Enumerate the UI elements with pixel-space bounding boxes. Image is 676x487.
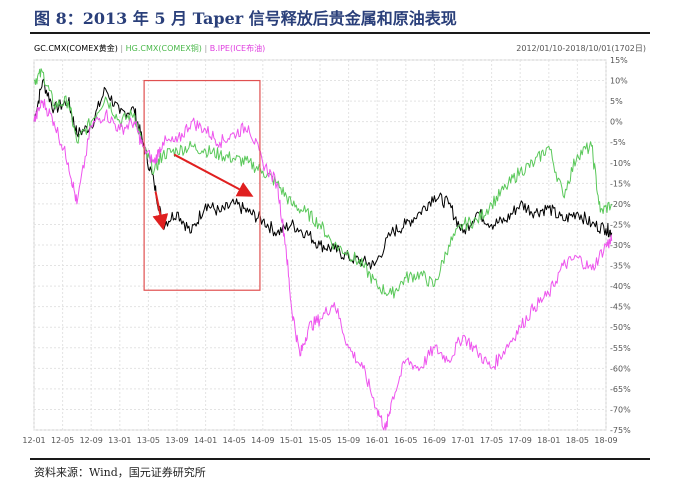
x-tick-label: 14-01	[194, 436, 217, 445]
x-tick-label: 16-05	[394, 436, 417, 445]
y-tick-label: -75%	[610, 426, 631, 435]
y-tick-label: -20%	[610, 200, 631, 209]
title-rule	[30, 32, 650, 34]
y-tick-label: -10%	[610, 159, 631, 168]
brent-series-line	[33, 98, 613, 431]
y-tick-label: 5%	[610, 97, 623, 106]
y-tick-label: -70%	[610, 405, 631, 414]
y-tick-label: 0%	[610, 118, 623, 127]
legend-sep: |	[201, 44, 210, 53]
y-tick-label: -5%	[610, 138, 626, 147]
y-tick-label: -65%	[610, 385, 631, 394]
y-tick-label: -50%	[610, 323, 631, 332]
x-tick-label: 18-01	[537, 436, 560, 445]
arrow-diagonal-annotation	[173, 153, 254, 197]
legend-item-brent: B.IPE(ICE布油)	[209, 44, 266, 53]
x-tick-label: 15-01	[280, 436, 303, 445]
legend-item-copper: HG.CMX(COMEX铜)	[125, 44, 202, 53]
y-tick-label: -30%	[610, 241, 631, 250]
x-tick-label: 17-09	[509, 436, 532, 445]
x-tick-label: 17-01	[451, 436, 474, 445]
y-tick-label: -60%	[610, 364, 631, 373]
date-range: 2012/01/10-2018/10/01(1702日)	[516, 44, 646, 53]
source-rule	[30, 458, 650, 460]
source-note: 资料来源：Wind，国元证券研究所	[34, 466, 206, 479]
y-tick-label: -55%	[610, 344, 631, 353]
x-tick-label: 18-09	[594, 436, 617, 445]
y-tick-label: -35%	[610, 262, 631, 271]
x-tick-label: 13-01	[108, 436, 131, 445]
x-tick-label: 18-05	[566, 436, 589, 445]
figure-title: 图 8：2013 年 5 月 Taper 信号释放后贵金属和原油表现	[34, 9, 457, 28]
y-tick-label: 10%	[610, 77, 628, 86]
x-tick-label: 14-05	[223, 436, 246, 445]
y-tick-label: -25%	[610, 220, 631, 229]
x-tick-label: 15-05	[308, 436, 331, 445]
x-tick-label: 12-09	[80, 436, 103, 445]
legend-item-gold: GC.CMX(COMEX黄金)	[34, 44, 118, 53]
x-tick-label: 17-05	[480, 436, 503, 445]
copper-series-line	[33, 68, 613, 299]
x-tick-label: 16-09	[423, 436, 446, 445]
x-tick-label: 13-05	[137, 436, 160, 445]
y-tick-label: 15%	[610, 56, 628, 65]
x-tick-label: 12-01	[22, 436, 45, 445]
y-tick-label: -45%	[610, 303, 631, 312]
gold-series-line	[33, 78, 613, 270]
x-tick-label: 15-09	[337, 436, 360, 445]
y-tick-label: -15%	[610, 179, 631, 188]
x-tick-label: 12-05	[51, 436, 74, 445]
x-tick-label: 13-09	[165, 436, 188, 445]
chart-legend: GC.CMX(COMEX黄金) | HG.CMX(COMEX铜) | B.IPE…	[34, 43, 265, 54]
taper-highlight-box	[143, 79, 261, 291]
arrow-down-annotation	[152, 191, 169, 231]
x-tick-label: 14-09	[251, 436, 274, 445]
x-tick-label: 16-01	[366, 436, 389, 445]
y-tick-label: -40%	[610, 282, 631, 291]
legend-sep: |	[117, 44, 126, 53]
